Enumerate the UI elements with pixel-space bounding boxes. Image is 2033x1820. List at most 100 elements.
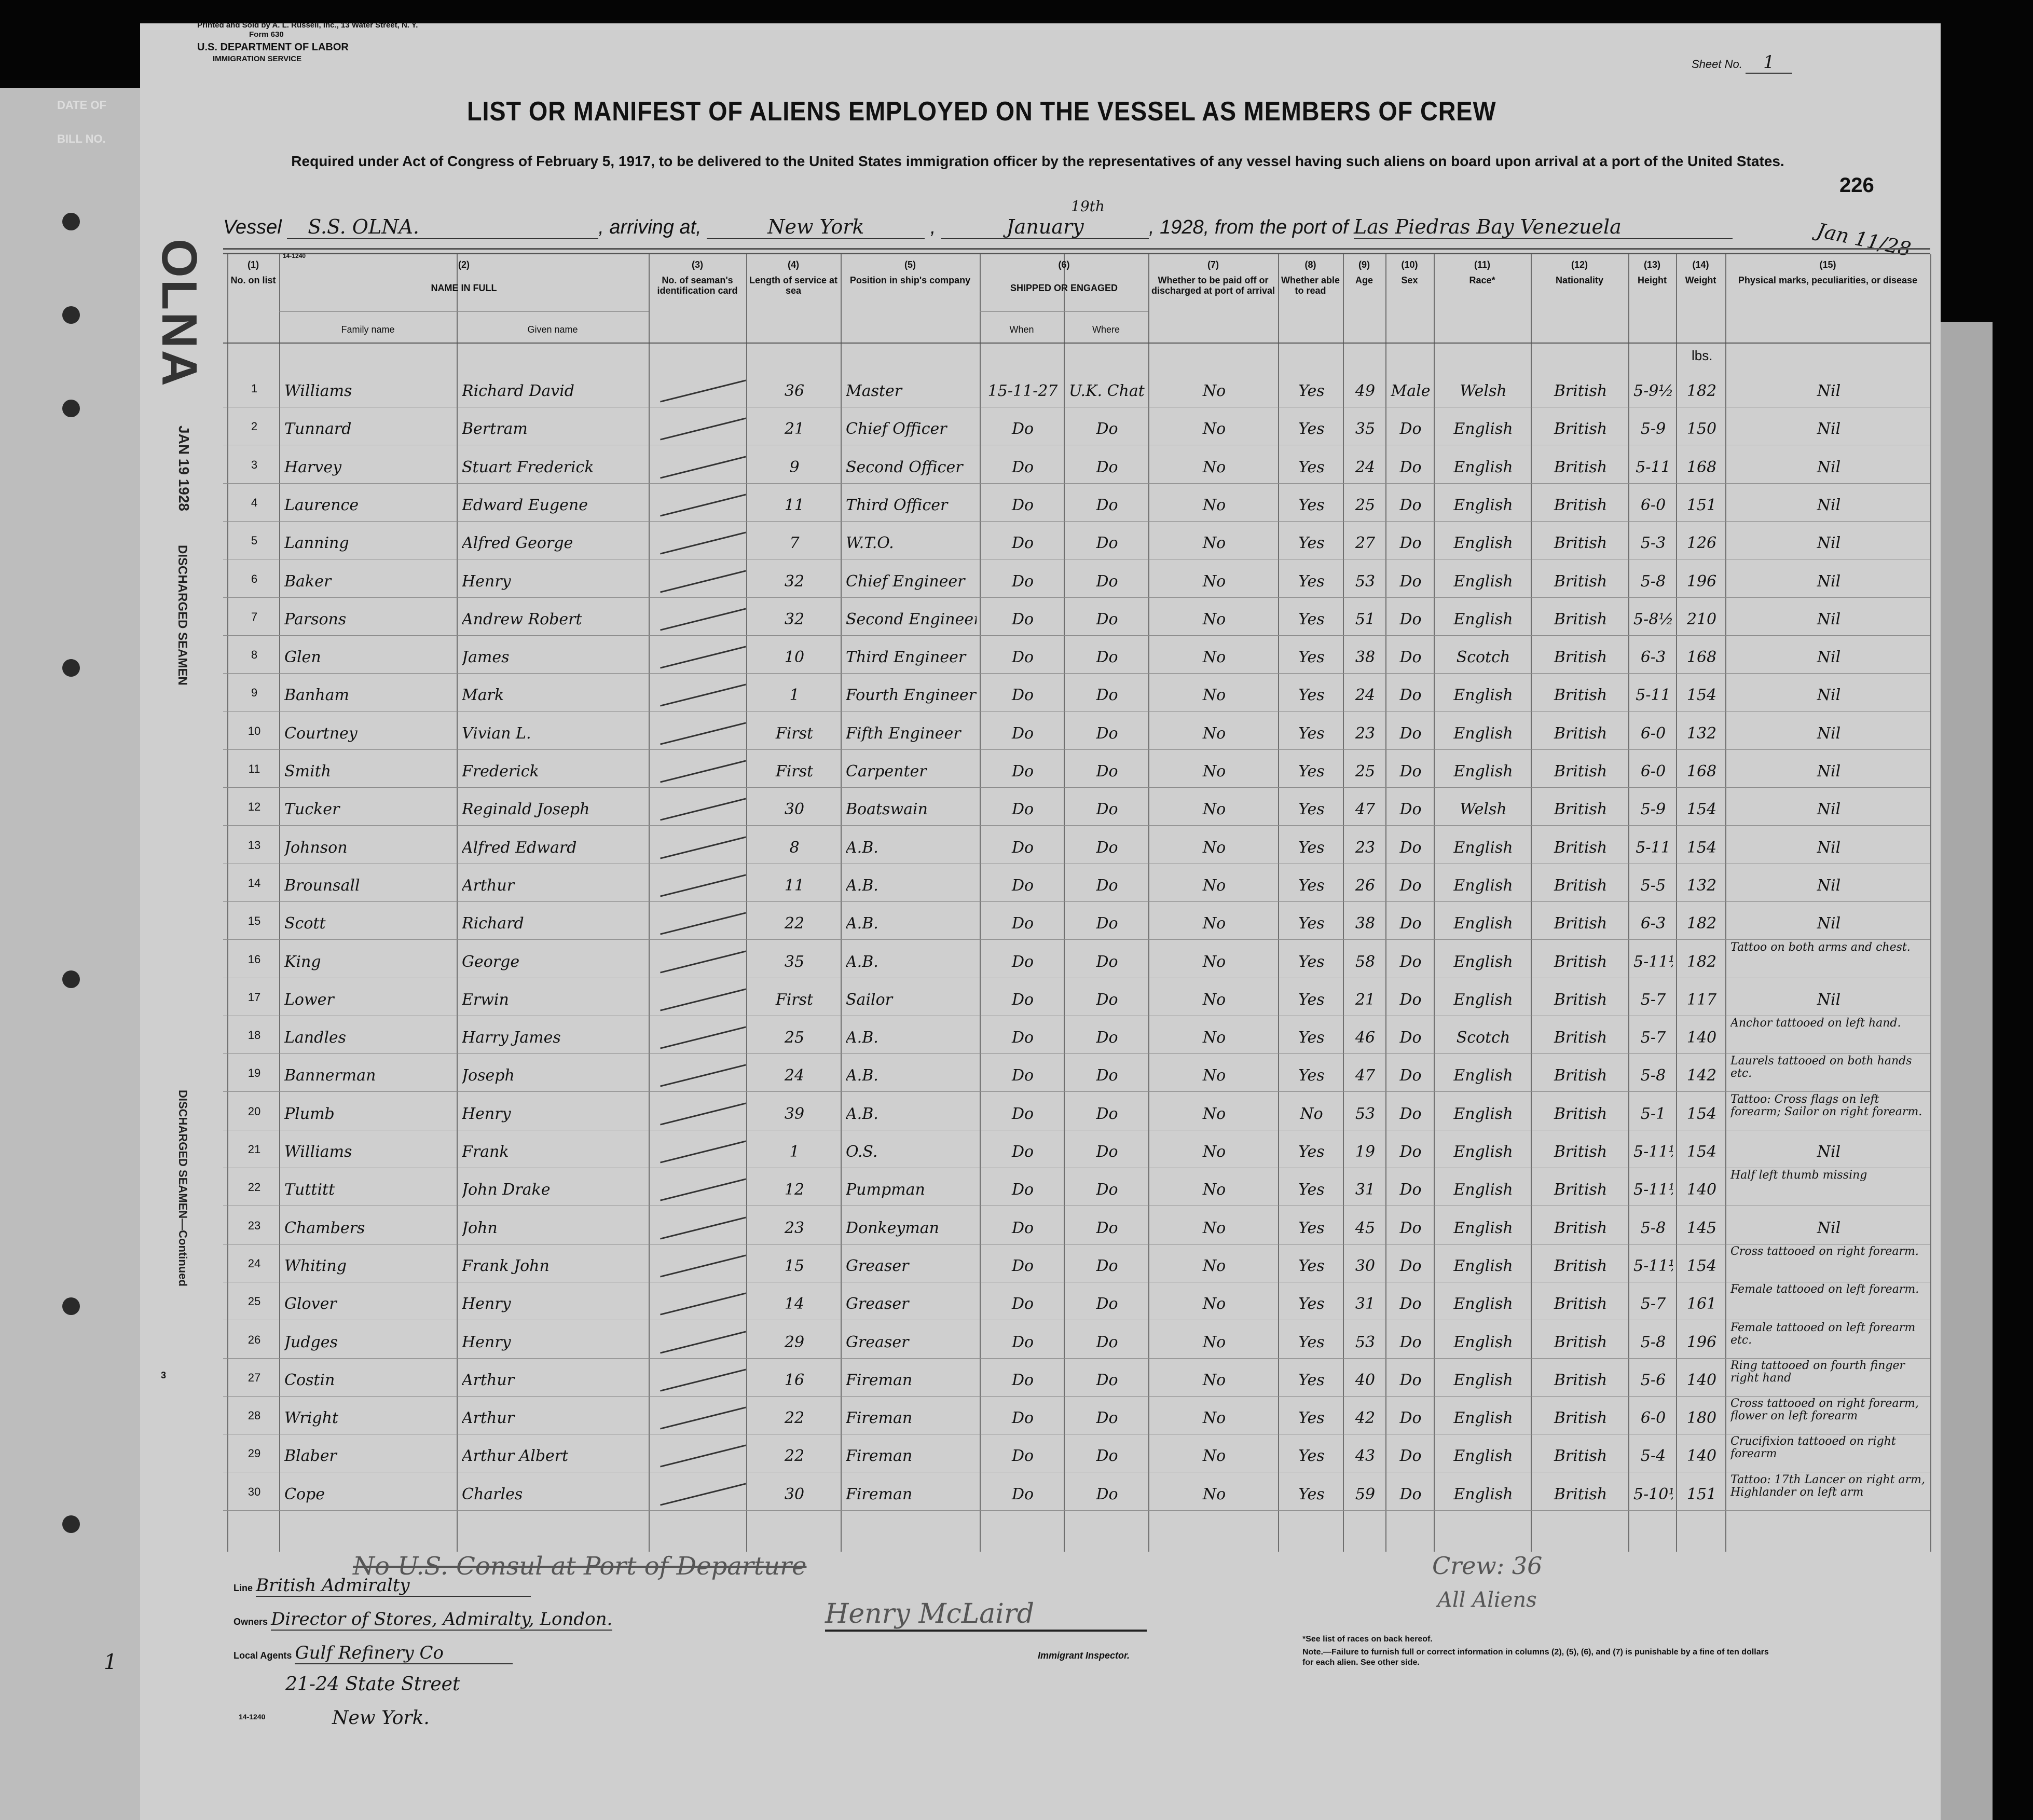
- service-length: 32: [784, 572, 805, 591]
- age: 45: [1355, 1219, 1376, 1237]
- race: English: [1453, 952, 1513, 971]
- paid-off: No: [1202, 686, 1226, 705]
- weight: 132: [1686, 876, 1717, 895]
- physical-marks: Nil: [1817, 686, 1841, 705]
- sex: Do: [1399, 1181, 1422, 1199]
- shipped-when: Do: [1011, 1409, 1034, 1428]
- physical-marks: Crucifixion tattooed on right forearm: [1730, 1435, 1896, 1461]
- paid-off: No: [1202, 724, 1226, 743]
- age: 53: [1355, 1104, 1376, 1123]
- column-header: SHIPPED OR ENGAGED: [1010, 283, 1118, 293]
- able-to-read: Yes: [1298, 1029, 1325, 1047]
- height: 6-0: [1640, 724, 1666, 743]
- owners-value: Director of Stores, Admiralty, London.: [271, 1609, 613, 1631]
- service-length: 22: [784, 914, 805, 933]
- table-row: [223, 1358, 1930, 1359]
- service-length: 39: [784, 1104, 805, 1123]
- position: Master: [846, 382, 902, 400]
- physical-marks: Cross tattooed on right forearm, flower …: [1730, 1398, 1919, 1423]
- height: 5-9½: [1633, 382, 1673, 400]
- weight: 142: [1686, 1066, 1717, 1085]
- family-name: Scott: [284, 914, 326, 933]
- nationality: British: [1554, 1333, 1608, 1351]
- race: English: [1453, 1409, 1513, 1428]
- physical-marks: Nil: [1817, 458, 1841, 476]
- shipped-when: Do: [1011, 800, 1034, 819]
- height: 5-8: [1640, 1219, 1666, 1237]
- row-number: 23: [248, 1219, 261, 1232]
- sex: Do: [1399, 610, 1422, 628]
- row-number: 3: [251, 458, 258, 471]
- shipped-where: Do: [1096, 1181, 1118, 1199]
- physical-marks: Female tattooed on left forearm etc.: [1730, 1321, 1916, 1347]
- paid-off: No: [1202, 838, 1226, 857]
- column-divider: [1930, 254, 1931, 1552]
- weight: 168: [1686, 648, 1717, 667]
- position: W.T.O.: [846, 534, 894, 553]
- shipped-when: Do: [1011, 1485, 1034, 1503]
- height: 5-5: [1640, 876, 1666, 895]
- column-divider: [980, 254, 981, 1552]
- age: 47: [1355, 800, 1376, 819]
- punch-hole: [62, 1515, 80, 1533]
- sex: Do: [1399, 686, 1422, 705]
- nationality: British: [1554, 1256, 1608, 1275]
- row-number: 6: [251, 572, 258, 585]
- column-header: Position in ship's company: [849, 275, 971, 285]
- row-number: 7: [251, 610, 258, 623]
- given-name: Edward Eugene: [462, 496, 588, 514]
- nationality: British: [1554, 762, 1608, 781]
- paid-off: No: [1202, 1143, 1226, 1161]
- race: Scotch: [1456, 648, 1510, 667]
- age: 40: [1355, 1371, 1376, 1389]
- height: 5-8: [1640, 572, 1666, 591]
- shipped-where: Do: [1096, 914, 1118, 933]
- able-to-read: Yes: [1298, 382, 1325, 400]
- family-name: Harvey: [284, 458, 342, 476]
- able-to-read: Yes: [1298, 420, 1325, 439]
- able-to-read: No: [1300, 1104, 1323, 1123]
- column-number: (8): [1304, 259, 1316, 270]
- weight: 132: [1686, 724, 1717, 743]
- column-subheader: When: [1009, 324, 1034, 335]
- owners-label: Owners: [233, 1617, 268, 1627]
- service-length: 29: [784, 1333, 805, 1351]
- height: 5-4: [1640, 1447, 1666, 1466]
- column-divider: [279, 254, 280, 1552]
- height: 5-3: [1640, 534, 1666, 553]
- punch-hole: [62, 400, 80, 417]
- race: English: [1453, 876, 1513, 895]
- sex: Do: [1399, 572, 1422, 591]
- age: 53: [1355, 1333, 1376, 1351]
- sex: Do: [1399, 762, 1422, 781]
- shipped-when: Do: [1011, 1143, 1034, 1161]
- shipped-when: Do: [1011, 762, 1034, 781]
- age: 59: [1355, 1485, 1376, 1503]
- left-margin-strip: [0, 88, 150, 1820]
- sex: Do: [1399, 1029, 1422, 1047]
- service-length: 11: [784, 496, 805, 514]
- paid-off: No: [1202, 876, 1226, 895]
- shipped-where: Do: [1096, 762, 1118, 781]
- paid-off: No: [1202, 1447, 1226, 1466]
- age: 31: [1355, 1181, 1376, 1199]
- nationality: British: [1554, 952, 1608, 971]
- race: Welsh: [1460, 382, 1507, 400]
- row-number: 14: [248, 876, 261, 890]
- height: 5-11: [1636, 838, 1671, 857]
- column-header: NAME IN FULL: [431, 283, 497, 293]
- punch-hole: [62, 1297, 80, 1315]
- weight: 151: [1686, 496, 1717, 514]
- family-name: Tuttitt: [284, 1181, 335, 1199]
- arriving-label: , arriving at,: [598, 216, 702, 238]
- shipped-when: Do: [1011, 648, 1034, 667]
- shipped-when: Do: [1011, 724, 1034, 743]
- punch-hole: [62, 306, 80, 324]
- physical-marks: Nil: [1817, 838, 1841, 857]
- position: Chief Officer: [846, 420, 947, 439]
- paid-off: No: [1202, 648, 1226, 667]
- sex: Do: [1399, 534, 1422, 553]
- race: English: [1453, 534, 1513, 553]
- table-row: [223, 1053, 1930, 1055]
- able-to-read: Yes: [1298, 458, 1325, 476]
